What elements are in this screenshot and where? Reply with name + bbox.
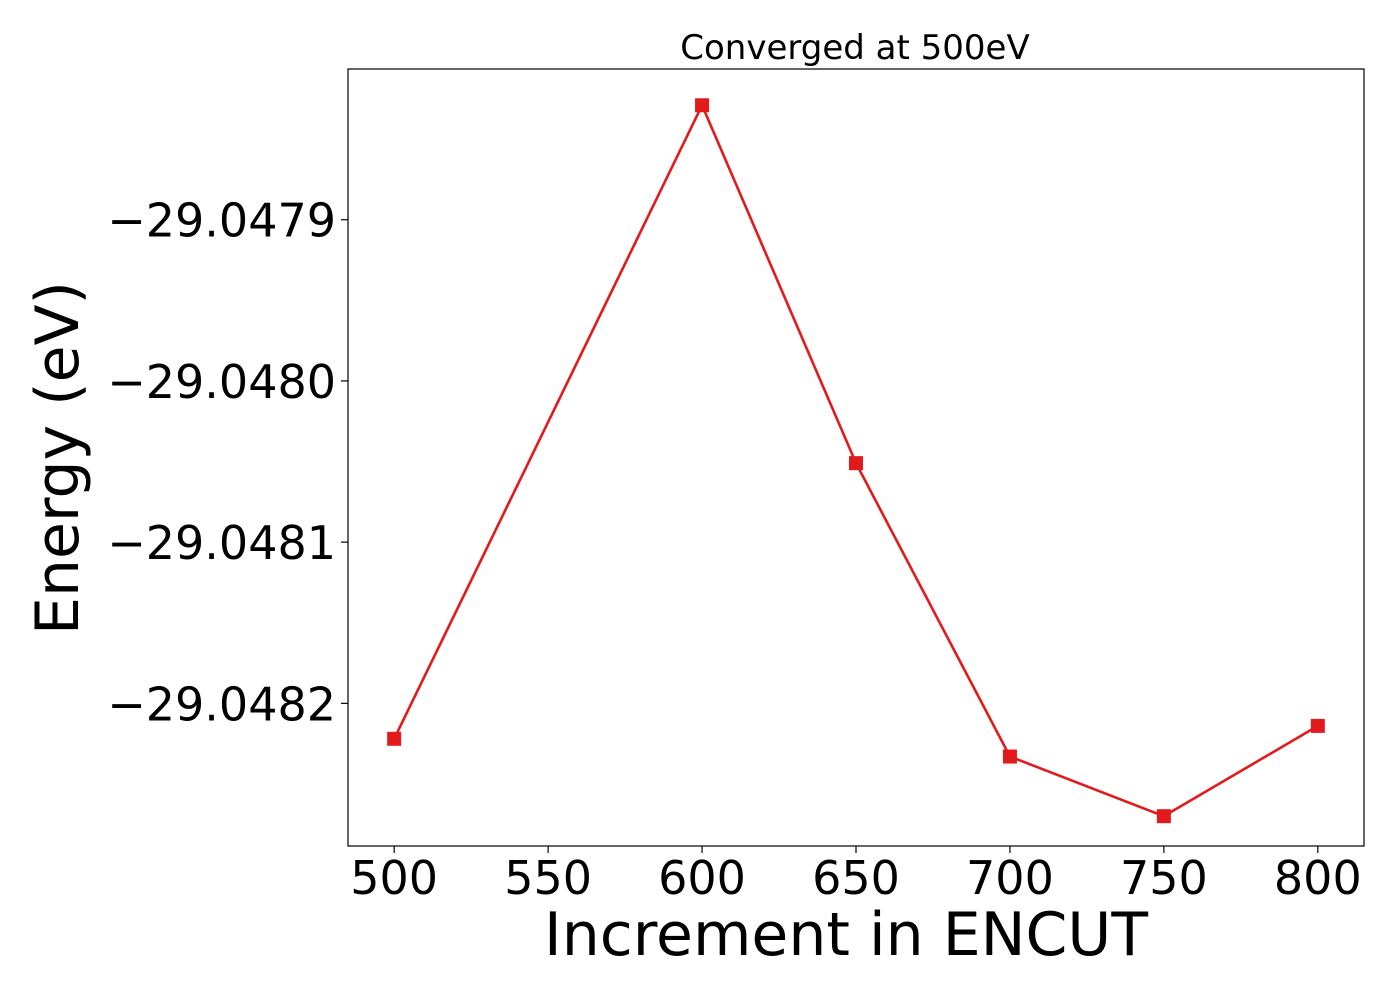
y-tick-label: −29.0479: [107, 194, 336, 248]
y-tick-label: −29.0480: [107, 355, 336, 409]
x-tick-label: 750: [1120, 851, 1208, 905]
y-axis: −29.0479 −29.0480 −29.0481 −29.0482: [107, 194, 348, 731]
chart-title: Converged at 500eV: [680, 28, 1029, 68]
x-tick-label: 800: [1274, 851, 1362, 905]
y-tick-label: −29.0482: [107, 677, 336, 731]
data-point-marker: [695, 98, 710, 113]
x-tick-label: 700: [966, 851, 1054, 905]
series-line: [393, 103, 1319, 818]
x-axis: 500 550 600 650 700 750 800: [350, 846, 1362, 905]
x-tick-label: 500: [350, 851, 438, 905]
data-point-marker: [387, 731, 402, 746]
series-layer: [387, 98, 1325, 824]
x-tick-label: 600: [658, 851, 746, 905]
data-point-marker: [1002, 749, 1017, 764]
x-tick-label: 650: [812, 851, 900, 905]
data-point-marker: [1156, 809, 1171, 824]
data-point-marker: [849, 456, 863, 471]
x-axis-label: Increment in ENCUT: [544, 900, 1148, 970]
x-tick-label: 550: [504, 851, 592, 905]
data-point-marker: [1310, 718, 1325, 733]
y-axis-label: Energy (eV): [23, 281, 93, 635]
y-tick-label: −29.0481: [107, 516, 336, 570]
